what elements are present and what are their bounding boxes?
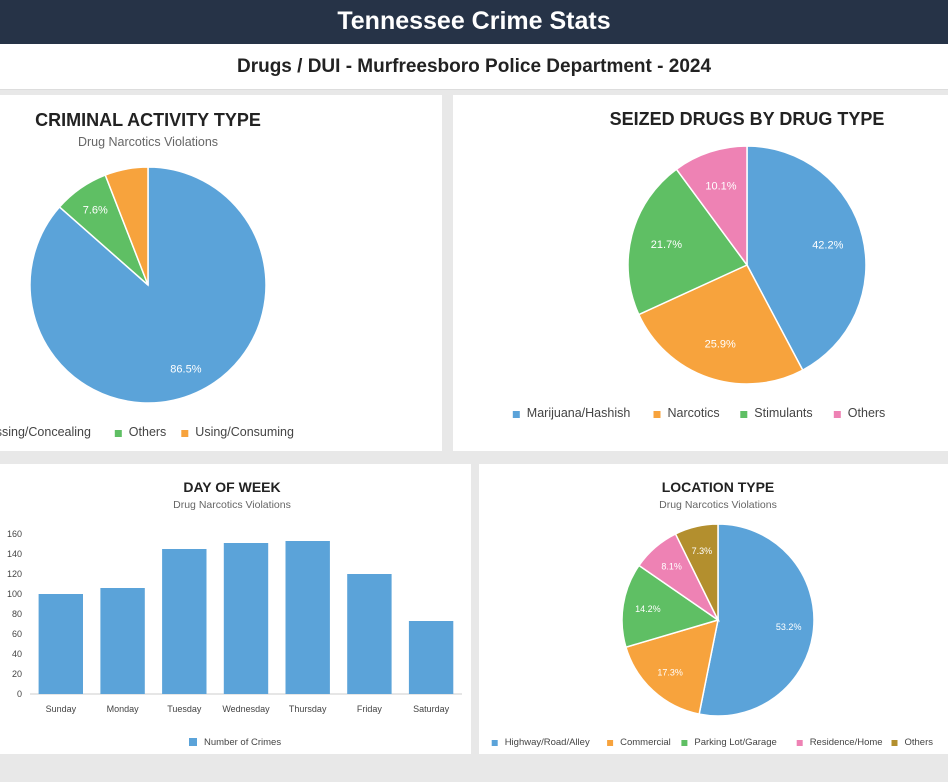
legend-swatch-others xyxy=(833,411,841,418)
seized-drugs-chart: SEIZED DRUGS BY DRUG TYPE 42.2% 25.9% 21.7%… xyxy=(512,109,886,420)
legend-label-number-of-crimes: Number of Crimes xyxy=(204,737,281,748)
legend-label-others: Others xyxy=(848,406,886,420)
panel-seized-drugs: SEIZED DRUGS BY DRUG TYPE 42.2% 25.9% 21.7%… xyxy=(453,95,948,451)
chart-title: LOCATION TYPE xyxy=(662,479,775,495)
pie-slice-narcotics xyxy=(637,264,804,385)
legend-swatch-marijuana-hashish xyxy=(512,411,520,418)
legend-label-stimulants: Stimulants xyxy=(754,406,812,420)
chart-title: SEIZED DRUGS BY DRUG TYPE xyxy=(610,109,885,129)
legend-swatch-others xyxy=(891,740,898,746)
x-tick-label: Monday xyxy=(107,704,140,714)
y-tick-label: 120 xyxy=(7,569,22,579)
legend-swatch-commercial xyxy=(607,740,614,746)
y-tick-label: 80 xyxy=(12,609,22,619)
y-tick-label: 60 xyxy=(12,629,22,639)
chart-title: CRIMINAL ACTIVITY TYPE xyxy=(35,110,261,130)
chart-subtitle: Drug Narcotics Violations xyxy=(78,135,218,149)
pie-slice-others xyxy=(675,145,748,268)
chart-title: DAY OF WEEK xyxy=(183,479,280,495)
legend-label-using-consuming: Using/Consuming xyxy=(195,425,294,439)
legend-label-narcotics: Narcotics xyxy=(668,406,720,420)
data-label: 21.7% xyxy=(651,239,682,251)
pie-slice-highway-road-alley xyxy=(698,523,815,717)
pie-slice-commercial xyxy=(624,618,719,716)
chart-subtitle: Drug Narcotics Violations xyxy=(659,499,777,511)
y-tick-label: 100 xyxy=(7,589,22,599)
legend-label-marijuana-hashish: Marijuana/Hashish xyxy=(527,406,631,420)
pie-slice-parking-lot-garage xyxy=(621,564,720,649)
bar-friday xyxy=(347,574,392,694)
bar-monday xyxy=(100,588,145,694)
legend-swatch-parking-lot-garage xyxy=(681,740,688,746)
data-label: 42.2% xyxy=(812,240,843,252)
data-label: 8.1% xyxy=(661,561,682,571)
data-label: 7.6% xyxy=(83,204,108,216)
y-tick-label: 20 xyxy=(12,669,22,679)
sub-header: Drugs / DUI - Murfreesboro Police Depart… xyxy=(0,44,948,90)
pie-slice-marijuana-hashish xyxy=(746,145,867,372)
legend-label-possessing-concealing: Possessing/Concealing xyxy=(0,425,91,439)
data-label: 53.2% xyxy=(776,622,802,632)
legend-label-residence-home: Residence/Home xyxy=(810,737,883,748)
chart-subtitle: Drug Narcotics Violations xyxy=(173,499,291,511)
data-label: 17.3% xyxy=(657,668,683,678)
x-tick-label: Saturday xyxy=(413,704,450,714)
pie-slice-stimulants xyxy=(627,168,749,316)
pie-slice-others xyxy=(674,523,719,621)
data-label: 14.2% xyxy=(635,604,661,614)
y-tick-label: 0 xyxy=(17,689,22,699)
legend-label-others: Others xyxy=(905,737,934,748)
x-tick-label: Wednesday xyxy=(222,704,270,714)
day-of-week-chart: DAY OF WEEK Drug Narcotics Violations 0 20 4… xyxy=(7,479,462,748)
legend-swatch-others xyxy=(114,430,122,437)
bar-tuesday xyxy=(162,549,207,694)
x-tick-label: Thursday xyxy=(289,704,327,714)
legend-label-commercial: Commercial xyxy=(620,737,671,748)
bar-wednesday xyxy=(223,543,269,694)
criminal-activity-chart: CRIMINAL ACTIVITY TYPE Drug Narcotics Vio… xyxy=(0,110,294,439)
page-header: Tennessee Crime Stats xyxy=(0,0,948,44)
legend-swatch-using-consuming xyxy=(181,430,189,437)
subheader-title: Drugs / DUI - Murfreesboro Police Depart… xyxy=(236,56,712,77)
x-tick-label: Tuesday xyxy=(167,704,202,714)
data-label: 25.9% xyxy=(705,339,736,351)
legend-swatch-narcotics xyxy=(653,411,661,418)
legend-swatch-residence-home xyxy=(796,740,803,746)
bar-thursday xyxy=(285,541,330,694)
bar-sunday xyxy=(38,594,83,694)
data-label: 86.5% xyxy=(170,364,201,376)
panel-location-type: LOCATION TYPE Drug Narcotics Violations 53… xyxy=(479,464,948,754)
pie-slice-using-consuming xyxy=(104,166,149,286)
data-label: 10.1% xyxy=(705,181,736,193)
bar-saturday xyxy=(408,621,454,694)
y-tick-label: 140 xyxy=(7,549,22,559)
legend-label-parking-lot-garage: Parking Lot/Garage xyxy=(694,737,776,748)
legend-swatch-highway-road-alley xyxy=(491,740,498,746)
location-type-chart: LOCATION TYPE Drug Narcotics Violations 53… xyxy=(491,479,934,748)
legend-swatch-stimulants xyxy=(740,411,748,418)
panel-criminal-activity: CRIMINAL ACTIVITY TYPE Drug Narcotics Vio… xyxy=(0,95,442,451)
legend-label-others: Others xyxy=(129,425,167,439)
header-title: Tennessee Crime Stats xyxy=(337,7,611,35)
legend-label-highway-road-alley: Highway/Road/Alley xyxy=(505,737,590,748)
legend-swatch-number-of-crimes xyxy=(189,738,197,746)
y-tick-label: 160 xyxy=(7,529,22,539)
x-tick-label: Friday xyxy=(357,704,383,714)
data-label: 7.3% xyxy=(692,546,713,556)
y-tick-label: 40 xyxy=(12,649,22,659)
panel-day-of-week: DAY OF WEEK Drug Narcotics Violations 0 20 4… xyxy=(0,464,471,754)
x-tick-label: Sunday xyxy=(46,704,77,714)
